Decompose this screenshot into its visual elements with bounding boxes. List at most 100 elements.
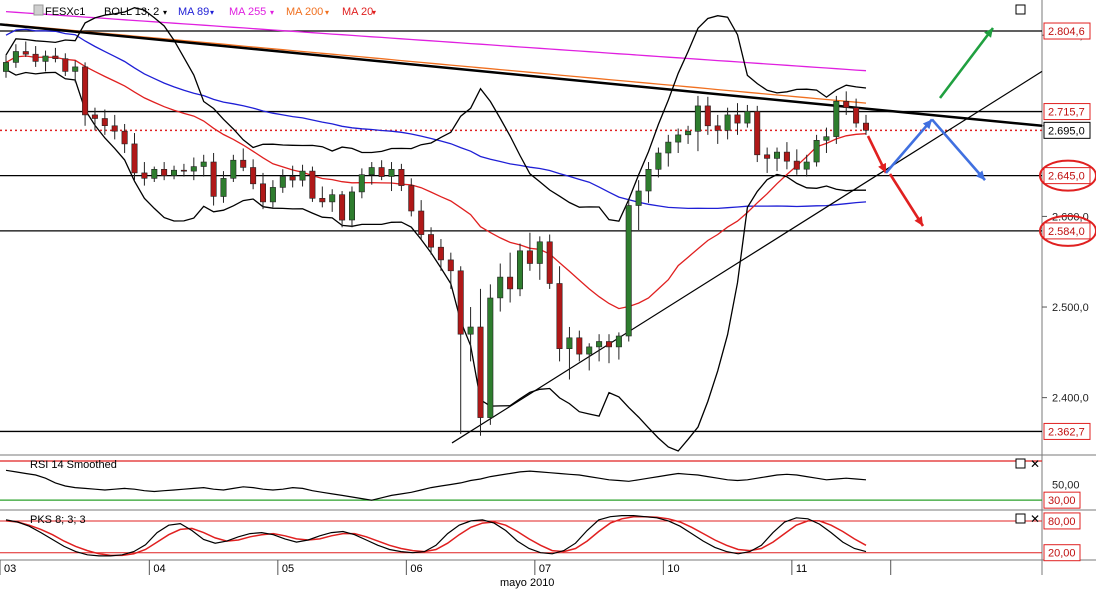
- candle: [675, 128, 682, 153]
- day-label: 06: [410, 563, 422, 575]
- candle: [734, 103, 741, 135]
- candle-body: [279, 176, 286, 188]
- candle-body: [843, 101, 850, 108]
- candle-body: [358, 174, 365, 193]
- candle-body: [803, 161, 810, 170]
- candle-body: [615, 335, 622, 348]
- candle: [180, 163, 187, 177]
- price-tick-label: 2.500,0: [1052, 302, 1089, 314]
- candle-body: [329, 194, 336, 203]
- maximize-icon[interactable]: [1015, 513, 1026, 524]
- candle-body: [378, 167, 385, 177]
- candle: [309, 166, 316, 202]
- candle: [62, 53, 69, 76]
- candle: [161, 162, 168, 181]
- arrow-up-green: [938, 27, 995, 99]
- candle: [378, 160, 385, 181]
- chart-header: FESXc1 BOLL 13; 2 MA 89 MA 255 MA 200 MA…: [33, 4, 1026, 18]
- candle-body: [339, 194, 346, 221]
- indicator-ma20-label[interactable]: MA 20: [342, 6, 373, 18]
- chevron-down-icon[interactable]: ▾: [270, 8, 274, 17]
- arrow-down-blue: [931, 118, 986, 182]
- candle-body: [299, 170, 306, 181]
- symbol-label[interactable]: FESXc1: [45, 6, 85, 18]
- stoch-tag-label: 80,00: [1048, 516, 1076, 528]
- chevron-down-icon[interactable]: ▾: [210, 8, 214, 17]
- candle-body: [289, 176, 296, 181]
- chevron-down-icon[interactable]: ▾: [163, 8, 167, 17]
- close-icon[interactable]: ✕: [1030, 457, 1040, 471]
- candle-body: [467, 326, 474, 335]
- rsi-panel: 50,00 30,00: [0, 460, 1081, 509]
- candle: [714, 114, 721, 144]
- candle-body: [497, 276, 504, 299]
- candle: [289, 165, 296, 188]
- indicator-ma89-label[interactable]: MA 89: [178, 6, 209, 18]
- candle: [52, 47, 59, 63]
- indicator-ma255-label[interactable]: MA 255: [229, 6, 266, 18]
- symbol-icon[interactable]: [33, 4, 44, 16]
- candle: [437, 239, 444, 271]
- maximize-icon[interactable]: [1015, 4, 1026, 15]
- candle-body: [240, 159, 247, 168]
- stoch-panel-title[interactable]: PKS 8; 3; 3: [30, 514, 86, 526]
- candle: [2, 55, 10, 78]
- candle: [507, 252, 514, 303]
- maximize-icon[interactable]: [1015, 458, 1026, 469]
- candle-body: [368, 167, 375, 175]
- candle: [685, 125, 692, 144]
- indicator-boll-label[interactable]: BOLL 13; 2: [104, 6, 159, 18]
- candle-body: [111, 125, 118, 132]
- candle: [625, 198, 632, 342]
- candle-body: [754, 111, 761, 156]
- candle-body: [862, 122, 869, 131]
- stoch-d-line: [5, 515, 867, 557]
- candle-body: [635, 190, 642, 206]
- candle: [427, 227, 434, 255]
- candle: [111, 114, 118, 140]
- rsi-panel-title[interactable]: RSI 14 Smoothed: [30, 459, 117, 471]
- candle-body: [813, 140, 820, 163]
- chevron-down-icon[interactable]: ▾: [325, 8, 329, 17]
- candle-body: [180, 169, 187, 172]
- candle-body: [2, 62, 10, 72]
- candle-body: [685, 130, 692, 136]
- candle: [230, 154, 237, 182]
- candle: [526, 232, 533, 271]
- candle: [82, 62, 89, 126]
- arrow-down-red-2: [888, 173, 925, 227]
- indicator-ma200-label[interactable]: MA 200: [286, 6, 323, 18]
- candle: [566, 326, 573, 380]
- candle: [773, 147, 780, 172]
- candle: [319, 186, 326, 208]
- arrow-head: [914, 216, 923, 226]
- arrow-head: [984, 28, 993, 38]
- candle-body: [853, 107, 860, 124]
- stoch-tag-box: [1043, 544, 1081, 562]
- candle: [704, 96, 711, 135]
- candle: [853, 98, 860, 128]
- candle-body: [259, 183, 266, 203]
- candle-body: [230, 159, 237, 179]
- candle-body: [319, 198, 326, 203]
- candle: [536, 236, 543, 280]
- candle-body: [82, 66, 89, 116]
- candle-body: [783, 151, 790, 162]
- candle: [299, 164, 306, 187]
- close-icon[interactable]: ✕: [1030, 512, 1040, 526]
- stoch-tag-label: 20,00: [1048, 548, 1076, 560]
- candle-body: [605, 341, 612, 348]
- candle: [586, 343, 593, 371]
- arrow-head: [878, 162, 886, 173]
- stoch-tag-box: [1043, 512, 1081, 530]
- bollinger-lower-band: [5, 69, 866, 452]
- candle: [210, 152, 217, 206]
- candle: [665, 134, 672, 167]
- chevron-down-icon[interactable]: ▾: [372, 8, 376, 17]
- candle: [596, 334, 603, 362]
- arrow-shaft: [885, 118, 933, 174]
- candle: [22, 41, 29, 57]
- candle-body: [388, 169, 395, 177]
